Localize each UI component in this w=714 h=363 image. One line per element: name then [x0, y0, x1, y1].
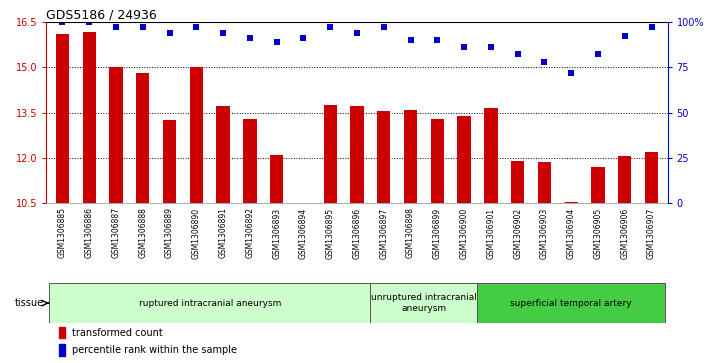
Bar	[478, 283, 665, 323]
Text: superficial temporal artery: superficial temporal artery	[511, 299, 632, 307]
Text: GSM1306905: GSM1306905	[593, 207, 603, 258]
Point	[271, 39, 283, 45]
Text: GSM1306885: GSM1306885	[58, 207, 67, 258]
Bar	[243, 119, 256, 203]
Text: GSM1306906: GSM1306906	[620, 207, 629, 258]
Point	[191, 24, 202, 30]
Point	[565, 70, 577, 76]
Bar	[59, 344, 66, 356]
Text: GSM1306887: GSM1306887	[111, 207, 121, 258]
Text: GSM1306888: GSM1306888	[139, 207, 147, 258]
Text: transformed count: transformed count	[71, 327, 162, 338]
Text: GSM1306886: GSM1306886	[85, 207, 94, 258]
Point	[298, 35, 309, 41]
Point	[538, 59, 550, 65]
Point	[164, 30, 176, 36]
Point	[486, 44, 497, 50]
Bar	[511, 161, 524, 203]
Point	[137, 24, 149, 30]
Point	[378, 24, 390, 30]
Bar	[458, 115, 471, 203]
Point	[593, 52, 604, 57]
Text: GDS5186 / 24936: GDS5186 / 24936	[46, 9, 157, 22]
Text: ruptured intracranial aneurysm: ruptured intracranial aneurysm	[139, 299, 281, 307]
Point	[217, 30, 228, 36]
Text: percentile rank within the sample: percentile rank within the sample	[71, 345, 236, 355]
Bar	[351, 106, 363, 203]
Text: unruptured intracranial
aneurysm: unruptured intracranial aneurysm	[371, 293, 477, 313]
Bar	[109, 67, 123, 203]
Point	[512, 52, 523, 57]
Bar	[591, 167, 605, 203]
Point	[57, 19, 69, 25]
Text: GSM1306903: GSM1306903	[540, 207, 549, 258]
Text: GSM1306890: GSM1306890	[192, 207, 201, 258]
Bar	[56, 34, 69, 203]
Text: GSM1306889: GSM1306889	[165, 207, 174, 258]
Text: GSM1306891: GSM1306891	[218, 207, 228, 258]
Bar	[270, 155, 283, 203]
Point	[458, 44, 470, 50]
Point	[84, 19, 95, 25]
Bar	[136, 73, 149, 203]
Bar	[323, 105, 337, 203]
Text: GSM1306894: GSM1306894	[299, 207, 308, 258]
Bar	[565, 202, 578, 203]
Point	[110, 24, 121, 30]
Bar	[645, 152, 658, 203]
Point	[619, 33, 630, 39]
Text: GSM1306896: GSM1306896	[353, 207, 361, 258]
Text: GSM1306893: GSM1306893	[272, 207, 281, 258]
Bar	[59, 327, 66, 338]
Bar	[49, 283, 371, 323]
Bar	[163, 120, 176, 203]
Text: GSM1306898: GSM1306898	[406, 207, 415, 258]
Bar	[83, 32, 96, 203]
Text: tissue: tissue	[14, 298, 44, 308]
Point	[431, 37, 443, 43]
Bar	[190, 67, 203, 203]
Text: GSM1306899: GSM1306899	[433, 207, 442, 258]
Bar	[431, 119, 444, 203]
Point	[324, 24, 336, 30]
Text: GSM1306901: GSM1306901	[486, 207, 496, 258]
Bar	[618, 156, 631, 203]
Text: GSM1306904: GSM1306904	[567, 207, 575, 258]
Point	[244, 35, 256, 41]
Text: GSM1306902: GSM1306902	[513, 207, 522, 258]
Text: GSM1306892: GSM1306892	[246, 207, 254, 258]
Text: GSM1306900: GSM1306900	[460, 207, 468, 258]
Text: GSM1306897: GSM1306897	[379, 207, 388, 258]
Point	[645, 24, 657, 30]
Point	[405, 37, 416, 43]
Bar	[371, 283, 478, 323]
Text: GSM1306895: GSM1306895	[326, 207, 335, 258]
Bar	[538, 163, 551, 203]
Text: GSM1306907: GSM1306907	[647, 207, 656, 258]
Bar	[216, 106, 230, 203]
Point	[351, 30, 363, 36]
Bar	[377, 111, 391, 203]
Bar	[404, 110, 417, 203]
Bar	[484, 108, 498, 203]
